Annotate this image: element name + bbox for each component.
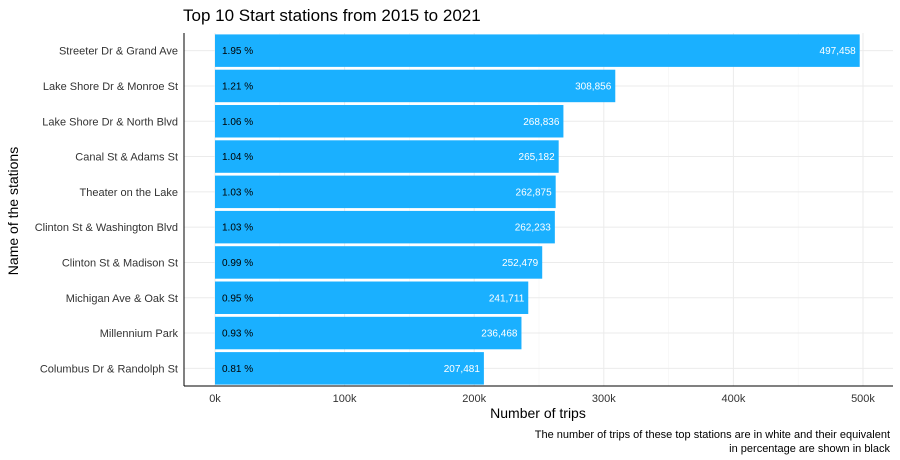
y-tick-label: Lake Shore Dr & Monroe St <box>43 81 178 93</box>
y-tick-label: Millennium Park <box>100 328 179 340</box>
bar-value-label: 262,875 <box>516 187 553 198</box>
bar-value-label: 252,479 <box>502 258 539 269</box>
bar <box>215 316 522 350</box>
bar <box>215 210 555 244</box>
bar <box>215 140 559 173</box>
x-tick-label: 200k <box>462 393 486 405</box>
y-tick-label: Columbus Dr & Randolph St <box>40 363 178 375</box>
bar-percent-label: 0.81 % <box>222 364 253 375</box>
y-tick-label: Streeter Dr & Grand Ave <box>59 46 178 58</box>
bar-value-label: 236,468 <box>481 329 518 340</box>
y-axis-ticks: Streeter Dr & Grand Ave Lake Shore Dr & M… <box>35 46 179 376</box>
bar-percent-label: 1.95 % <box>222 46 253 57</box>
bar-percent-label: 1.21 % <box>222 81 253 92</box>
bars <box>215 34 860 385</box>
bar-percent-label: 0.93 % <box>222 329 253 340</box>
caption-line-1: The number of trips of these top station… <box>535 429 890 441</box>
bar-percent-label: 0.95 % <box>222 293 253 304</box>
bar <box>215 175 556 209</box>
y-tick-label: Canal St & Adams St <box>75 152 178 164</box>
bar-percent-label: 0.99 % <box>222 258 253 269</box>
y-tick-label: Lake Shore Dr & North Blvd <box>42 116 178 128</box>
bar-value-label: 241,711 <box>489 293 525 304</box>
bar <box>215 69 616 103</box>
bar <box>215 281 529 314</box>
bar-value-label: 207,481 <box>444 364 481 375</box>
x-tick-label: 500k <box>851 393 875 405</box>
x-tick-label: 0k <box>209 393 221 405</box>
bar <box>215 105 564 138</box>
bar-value-label: 265,182 <box>519 152 556 163</box>
x-tick-label: 400k <box>721 393 745 405</box>
bar <box>215 246 543 279</box>
x-axis-title: Number of trips <box>490 405 586 421</box>
bar <box>215 34 860 67</box>
bar-percent-label: 1.06 % <box>222 117 253 128</box>
bar-percent-label: 1.04 % <box>222 152 253 163</box>
y-tick-label: Clinton St & Washington Blvd <box>35 222 178 234</box>
bar-percent-label: 1.03 % <box>222 187 253 198</box>
x-tick-label: 300k <box>592 393 616 405</box>
caption-line-2: in percentage are shown in black <box>729 443 890 455</box>
bar-value-label: 308,856 <box>575 81 612 92</box>
bar-value-label: 497,458 <box>820 46 857 57</box>
x-tick-label: 100k <box>333 393 357 405</box>
bar-value-label: 262,233 <box>515 223 552 234</box>
y-axis-title: Name of the stations <box>5 147 21 275</box>
x-axis-ticks: 0k 100k 200k 300k 400k 500k <box>209 393 875 405</box>
y-tick-label: Theater on the Lake <box>80 187 178 199</box>
bar-value-label: 268,836 <box>523 117 560 128</box>
chart-title: Top 10 Start stations from 2015 to 2021 <box>183 6 481 25</box>
bar-percent-label: 1.03 % <box>222 223 253 234</box>
y-tick-label: Michigan Ave & Oak St <box>66 293 178 305</box>
bar-labels: 497,458 1.95 % 308,856 1.21 % 268,836 1.06 % 2… <box>222 46 856 375</box>
bar <box>215 352 484 385</box>
y-tick-label: Clinton St & Madison St <box>62 257 178 269</box>
